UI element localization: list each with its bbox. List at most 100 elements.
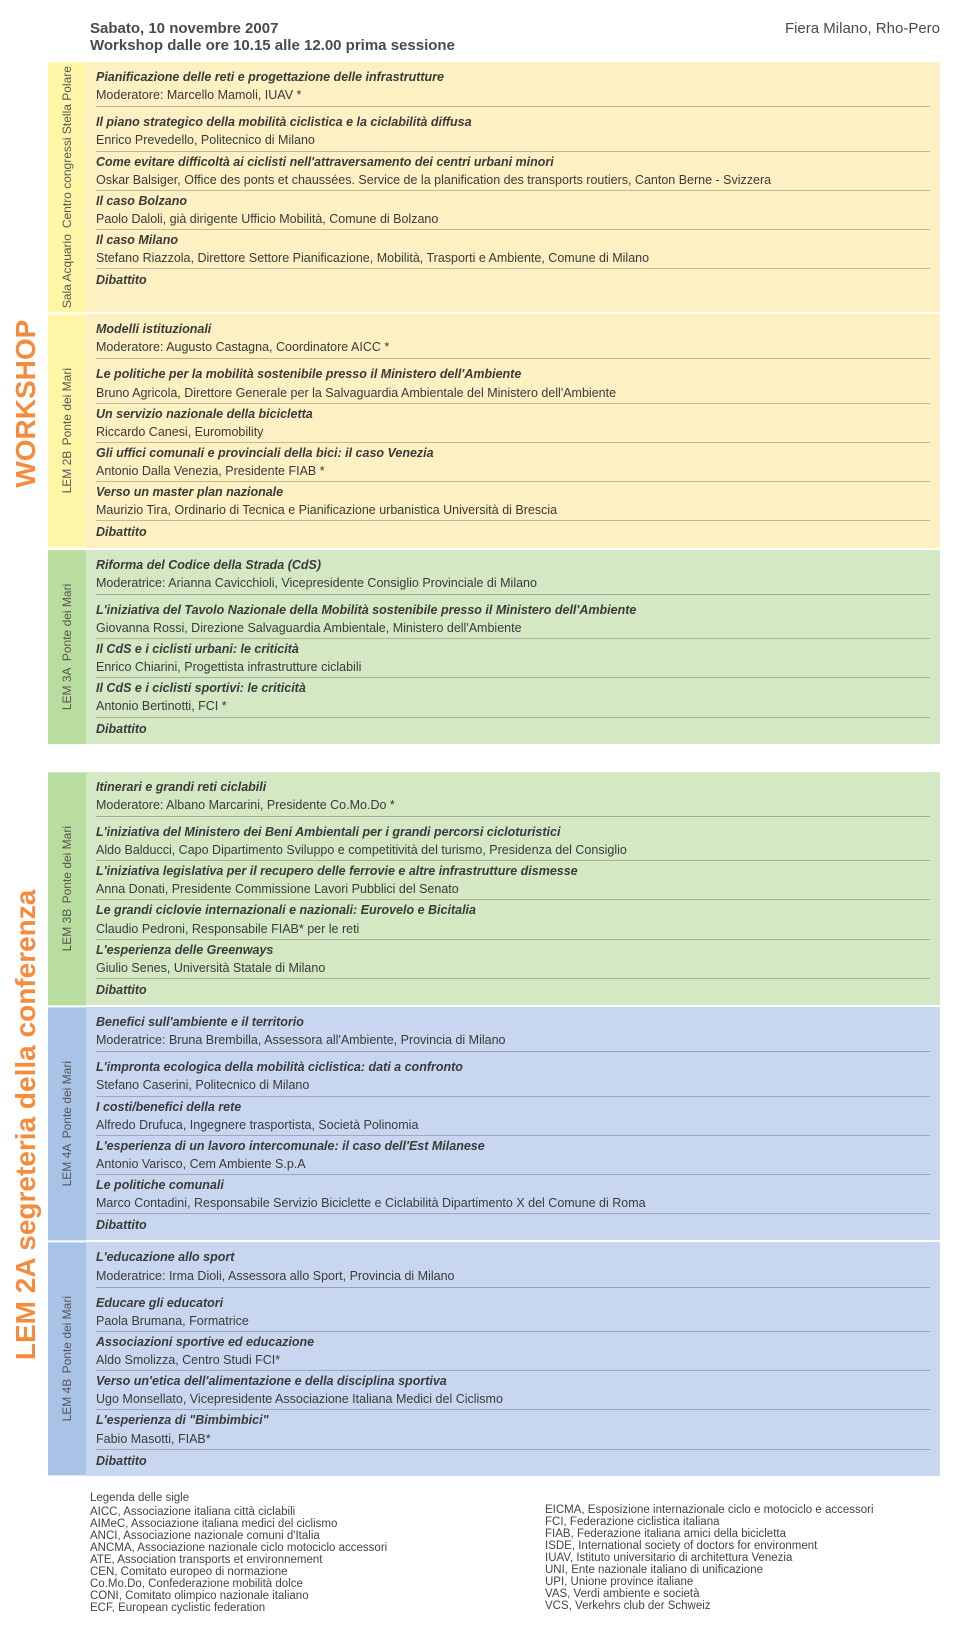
sessions-top: Sala AcquarioCentro congressi Stella Pol… — [48, 62, 940, 746]
talk-speaker: Aldo Smolizza, Centro Studi FCI* — [96, 1351, 930, 1371]
talk-title: L'iniziativa legislativa per il recupero… — [96, 862, 930, 880]
talk-speaker: Paolo Daloli, già dirigente Ufficio Mobi… — [96, 210, 930, 230]
talk-title: Il CdS e i ciclisti sportivi: le critici… — [96, 679, 930, 697]
talk-title: Il CdS e i ciclisti urbani: le criticità — [96, 640, 930, 658]
session-title: L'educazione allo sport — [96, 1248, 930, 1266]
legend-left: Legenda delle sigle AICC, Associazione i… — [90, 1492, 485, 1614]
talk-title: Verso un master plan nazionale — [96, 483, 930, 501]
talk-title: Verso un'etica dell'alimentazione e dell… — [96, 1372, 930, 1390]
talk-title: Le politiche comunali — [96, 1176, 930, 1194]
session-content: Benefici sull'ambiente e il territorioMo… — [86, 1007, 940, 1240]
talk-speaker: Paola Brumana, Formatrice — [96, 1312, 930, 1332]
talk-speaker: Marco Contadini, Responsabile Servizio B… — [96, 1194, 930, 1214]
top-block: WORKSHOP Sala AcquarioCentro congressi S… — [10, 62, 940, 746]
talk-speaker: Stefano Riazzola, Direttore Settore Pian… — [96, 249, 930, 269]
session-moderator: Moderatore: Augusto Castagna, Coordinato… — [96, 338, 930, 359]
room-code: LEM 3B — [60, 909, 74, 952]
talk-title: Associazioni sportive ed educazione — [96, 1333, 930, 1351]
talk-speaker: Giovanna Rossi, Direzione Salvaguardia A… — [96, 619, 930, 639]
header-venue: Fiera Milano, Rho-Pero — [785, 20, 940, 54]
sessions-bottom: LEM 3B Ponte dei Mari Itinerari e grandi r… — [48, 772, 940, 1478]
talk-title: Il piano strategico della mobilità cicli… — [96, 113, 930, 131]
legend: Legenda delle sigle AICC, Associazione i… — [10, 1492, 940, 1614]
talk-title: L'esperienza di "Bimbimbici" — [96, 1411, 930, 1429]
legend-item: ANCI, Associazione nazionale comuni d'It… — [90, 1530, 485, 1542]
session-row: LEM 4BPonte dei MariL'educazione allo sp… — [48, 1242, 940, 1475]
session-moderator: Moderatore: Albano Marcarini, Presidente… — [96, 796, 930, 817]
session-row: LEM 4A Ponte dei Mari Benefici sull'ambien… — [48, 1007, 940, 1240]
room-code: LEM 4A — [60, 1144, 74, 1187]
talk-speaker: Alfredo Drufuca, Ingegnere trasportista,… — [96, 1116, 930, 1136]
session-content: Itinerari e grandi reti ciclabiliModerat… — [86, 772, 940, 1005]
room-cell: LEM 4A Ponte dei Mari — [48, 1007, 86, 1240]
header-time: Workshop dalle ore 10.15 alle 12.00 prim… — [90, 37, 455, 54]
gap — [10, 746, 940, 772]
talk-speaker: Enrico Chiarini, Progettista infrastrutt… — [96, 658, 930, 678]
dibattito: Dibattito — [96, 1451, 930, 1470]
talk-speaker: Anna Donati, Presidente Commissione Lavo… — [96, 880, 930, 900]
room-cell: LEM 3B Ponte dei Mari — [48, 772, 86, 1005]
dibattito: Dibattito — [96, 1215, 930, 1234]
session-content: Modelli istituzionaliModeratore: Augusto… — [86, 314, 940, 547]
room-name: Ponte dei Mari — [60, 825, 74, 902]
legend-item: Co.Mo.Do, Confederazione mobilità dolce — [90, 1578, 485, 1590]
legend-item: FCI, Federazione ciclistica italiana — [545, 1516, 940, 1528]
header-left: Sabato, 10 novembre 2007 Workshop dalle … — [90, 20, 455, 54]
talk-speaker: Claudio Pedroni, Responsabile FIAB* per … — [96, 920, 930, 940]
legend-item: ANCMA, Associazione nazionale ciclo moto… — [90, 1542, 485, 1554]
legend-item: UNI, Ente nazionale italiano di unificaz… — [545, 1564, 940, 1576]
dibattito: Dibattito — [96, 522, 930, 541]
room-code: Sala Acquario — [60, 234, 74, 308]
room-name: Ponte dei Mari — [60, 1296, 74, 1373]
header-date: Sabato, 10 novembre 2007 — [90, 20, 455, 37]
bottom-block: LEM 2A segreteria della conferenza LEM 3… — [10, 772, 940, 1478]
talk-title: Educare gli educatori — [96, 1294, 930, 1312]
talk-title: Gli uffici comunali e provinciali della … — [96, 444, 930, 462]
talk-speaker: Aldo Balducci, Capo Dipartimento Svilupp… — [96, 841, 930, 861]
legend-right: EICMA, Esposizione internazionale ciclo … — [545, 1492, 940, 1614]
session-row: LEM 3A Ponte dei Mari Riforma del Codice d… — [48, 550, 940, 744]
talk-title: I costi/benefici della rete — [96, 1098, 930, 1116]
legend-item: ISDE, International society of doctors f… — [545, 1540, 940, 1552]
session-row: LEM 3B Ponte dei Mari Itinerari e grandi r… — [48, 772, 940, 1005]
room-cell: Sala AcquarioCentro congressi Stella Pol… — [48, 62, 86, 312]
room-name: Ponte dei Mari — [60, 1061, 74, 1138]
talk-speaker: Antonio Varisco, Cem Ambiente S.p.A — [96, 1155, 930, 1175]
legend-item: CONI, Comitato olimpico nazionale italia… — [90, 1590, 485, 1602]
session-moderator: Moderatrice: Irma Dioli, Assessora allo … — [96, 1267, 930, 1288]
talk-title: L'iniziativa del Tavolo Nazionale della … — [96, 601, 930, 619]
room-name: Ponte dei Mari — [60, 368, 74, 445]
vert-label-lem2a: LEM 2A segreteria della conferenza — [10, 772, 48, 1478]
talk-title: L'esperienza delle Greenways — [96, 941, 930, 959]
session-row: Sala AcquarioCentro congressi Stella Pol… — [48, 62, 940, 312]
session-title: Itinerari e grandi reti ciclabili — [96, 778, 930, 796]
room-name: Ponte dei Mari — [60, 584, 74, 661]
talk-title: Un servizio nazionale della bicicletta — [96, 405, 930, 423]
session-title: Modelli istituzionali — [96, 320, 930, 338]
talk-title: L'impronta ecologica della mobilità cicl… — [96, 1058, 930, 1076]
talk-title: Il caso Milano — [96, 231, 930, 249]
room-code: LEM 3A — [60, 667, 74, 710]
legend-item: CEN, Comitato europeo di normazione — [90, 1566, 485, 1578]
legend-item: ATE, Association transports et environne… — [90, 1554, 485, 1566]
session-title: Riforma del Codice della Strada (CdS) — [96, 556, 930, 574]
session-content: Pianificazione delle reti e progettazion… — [86, 62, 940, 312]
session-content: L'educazione allo sportModeratrice: Irma… — [86, 1242, 940, 1475]
legend-item: UPI, Unione province italiane — [545, 1576, 940, 1588]
talk-speaker: Giulio Senes, Università Statale di Mila… — [96, 959, 930, 979]
talk-speaker: Ugo Monsellato, Vicepresidente Associazi… — [96, 1390, 930, 1410]
page-header: Sabato, 10 novembre 2007 Workshop dalle … — [10, 20, 940, 54]
talk-speaker: Stefano Caserini, Politecnico di Milano — [96, 1076, 930, 1096]
vert-label-workshop: WORKSHOP — [10, 62, 48, 746]
talk-speaker: Antonio Dalla Venezia, Presidente FIAB * — [96, 462, 930, 482]
room-code: LEM 2B — [60, 451, 74, 494]
talk-speaker: Enrico Prevedello, Politecnico di Milano — [96, 131, 930, 151]
session-row: LEM 2B Ponte dei Mari Modelli istituzional… — [48, 314, 940, 547]
session-title: Benefici sull'ambiente e il territorio — [96, 1013, 930, 1031]
legend-item: AICC, Associazione italiana città ciclab… — [90, 1506, 485, 1518]
dibattito: Dibattito — [96, 980, 930, 999]
talk-speaker: Antonio Bertinotti, FCI * — [96, 697, 930, 717]
session-moderator: Moderatrice: Arianna Cavicchioli, Vicepr… — [96, 574, 930, 595]
talk-title: Come evitare difficoltà ai ciclisti nell… — [96, 153, 930, 171]
legend-title: Legenda delle sigle — [90, 1492, 485, 1504]
